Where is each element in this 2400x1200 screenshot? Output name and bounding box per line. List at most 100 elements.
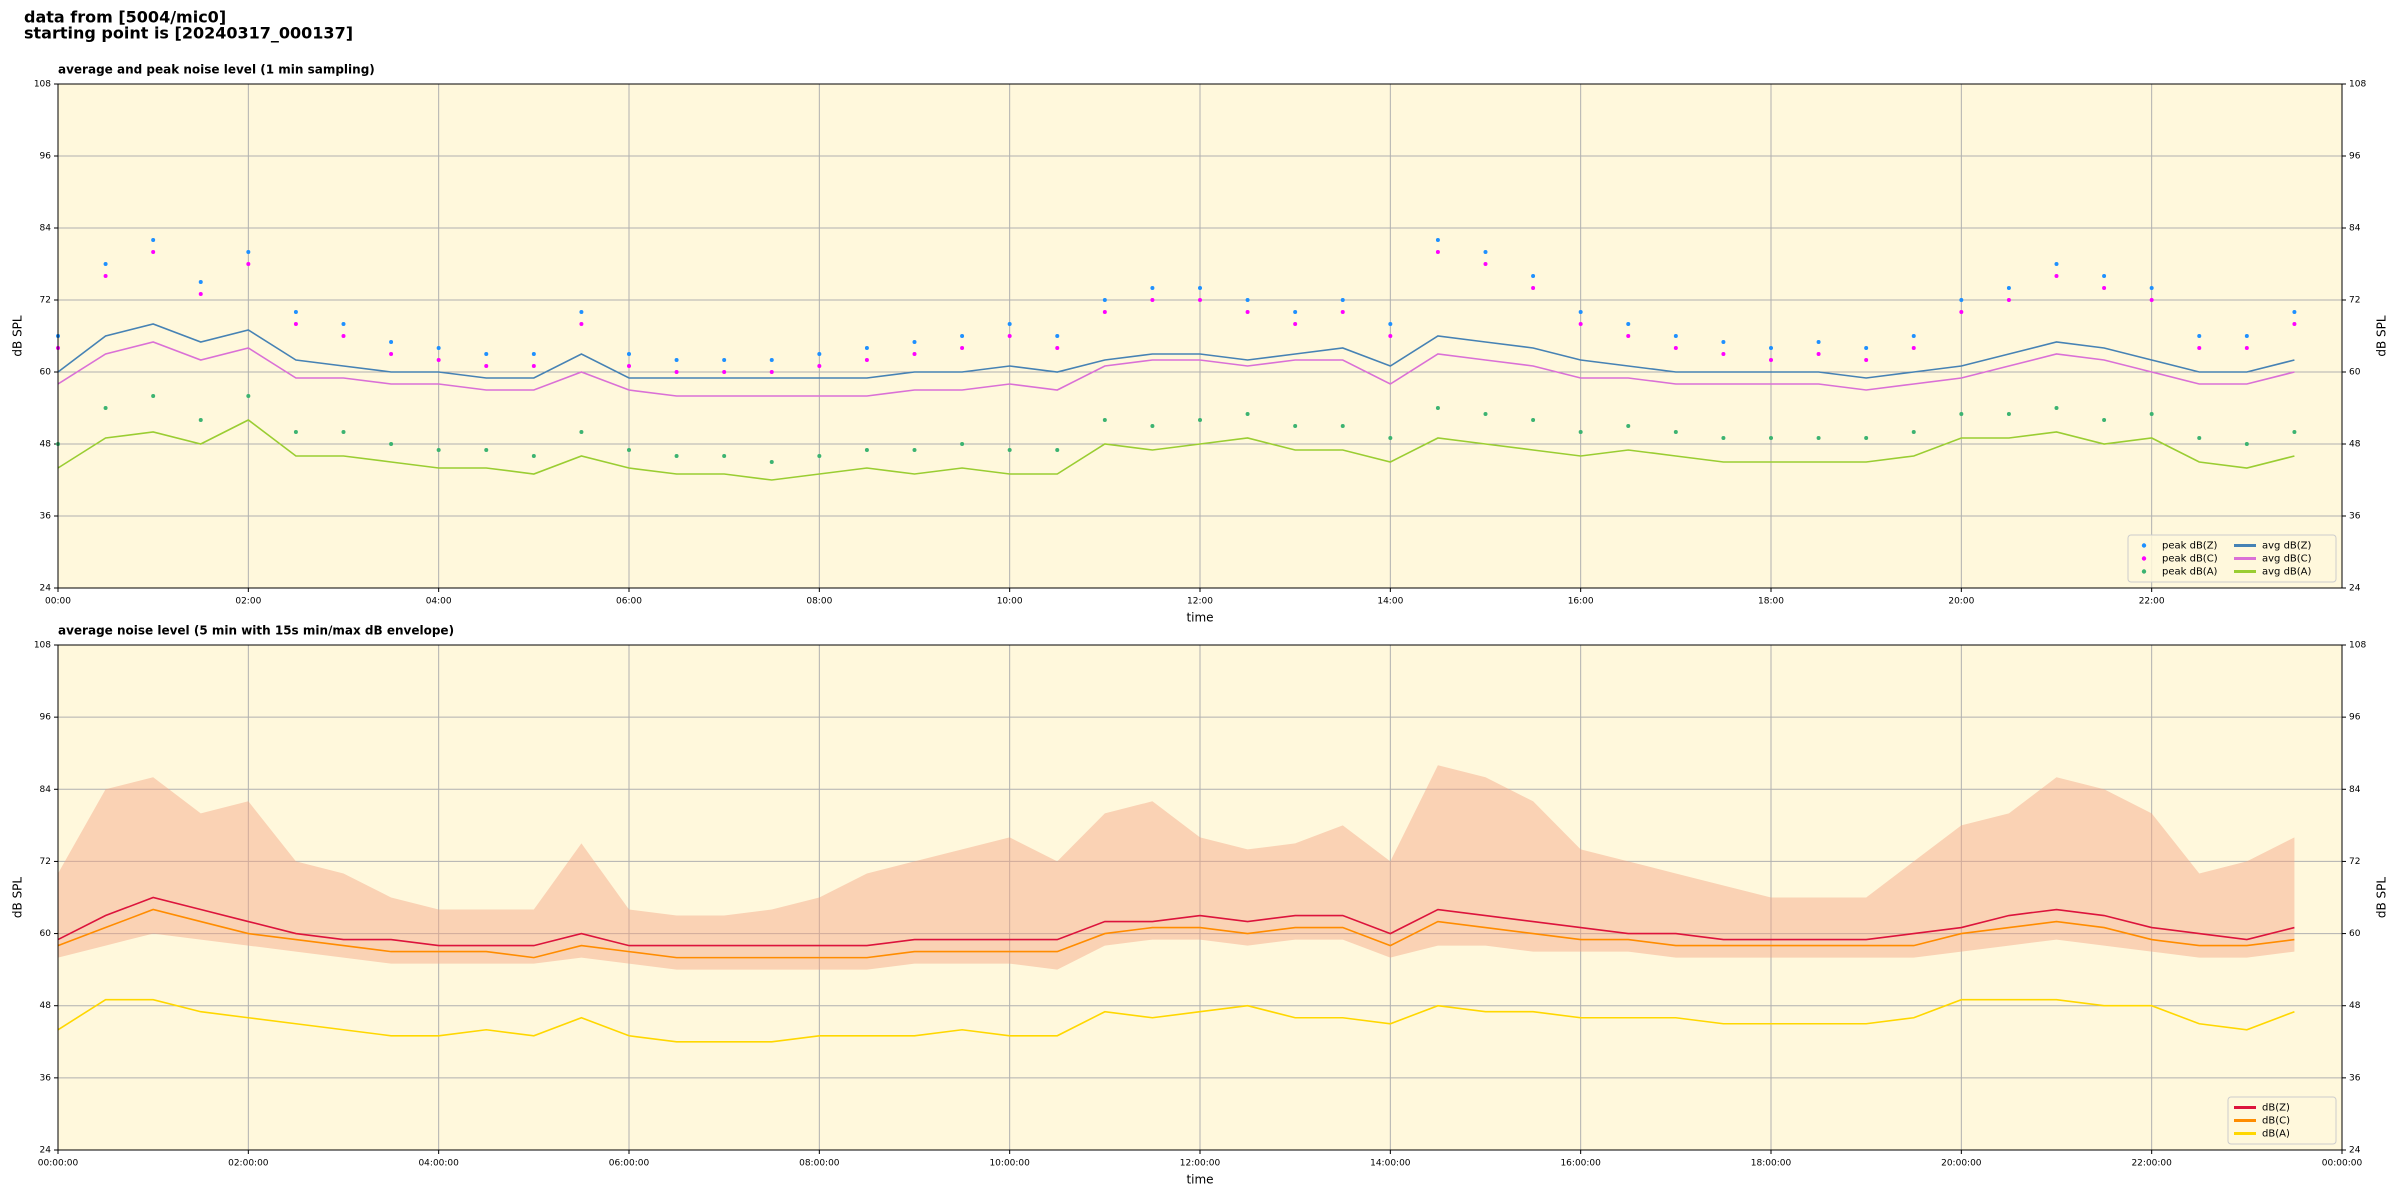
peak-point [103,406,108,410]
peak-point [1102,298,1107,302]
peak-point [389,442,394,446]
x-tick-label: 04:00:00 [418,1159,459,1169]
y-tick-label: 72 [2349,857,2360,867]
y-tick-label: 72 [2349,296,2360,306]
x-tick-label: 06:00:00 [609,1159,650,1169]
peak-point [1578,310,1583,314]
peak-point [674,454,679,458]
legend-label: avg dB(Z) [2262,541,2312,552]
x-tick-label: 22:00 [2139,597,2165,607]
y-tick-label: 36 [2349,1073,2361,1083]
header-line: starting point is [20240317_000137] [24,24,353,43]
peak-point [246,262,251,266]
plot-title: average noise level (5 min with 15s min/… [58,624,454,638]
peak-point [2006,412,2011,416]
x-tick-label: 08:00:00 [799,1159,840,1169]
x-tick-label: 14:00:00 [1370,1159,1411,1169]
peak-point [1435,250,1440,254]
plot-frame [57,644,2343,1151]
peak-point [2006,298,2011,302]
x-tick-label: 04:00 [426,597,452,607]
y-tick-label: 72 [40,857,51,867]
y-axis-label: dB SPL [11,315,25,357]
peak-point [1531,274,1536,278]
peak-point [1435,406,1440,410]
peak-point [1055,346,1060,350]
peak-point [1721,352,1726,356]
y-tick-label: 96 [40,713,52,723]
peak-point [722,454,727,458]
peak-point [1245,412,1250,416]
peak-point [960,346,965,350]
peak-point [2149,412,2154,416]
peak-point [1293,322,1298,326]
peak-point [769,460,774,464]
peak-point [1007,448,1012,452]
peak-point [769,370,774,374]
peak-point [1864,358,1869,362]
peak-point [1769,346,1773,350]
peak-point [1864,436,1869,440]
x-tick-label: 16:00 [1568,597,1594,607]
y-tick-label: 96 [40,152,52,162]
y-tick-label: 36 [40,1073,52,1083]
peak-point [1198,298,1202,302]
legend-label: peak dB(C) [2162,554,2218,565]
peak-point [1911,334,1916,338]
peak-point [1911,430,1916,434]
peak-point [817,364,822,368]
peak-point [864,358,869,362]
series-line [57,323,2295,379]
peak-point [817,454,822,458]
series-line [57,341,2295,397]
peak-point [246,394,251,398]
peak-point [1769,436,1773,440]
y-tick-label: 60 [40,929,52,939]
legend-label: peak dB(A) [2162,567,2218,578]
legend-label: avg dB(C) [2262,554,2312,565]
peak-point [2197,346,2202,350]
peak-point [1102,310,1107,314]
peak-point [722,370,727,374]
peak-point [2102,418,2107,422]
peak-point [1388,334,1393,338]
peak-point [2292,310,2297,314]
peak-point [1911,346,1916,350]
y-axis-label: dB SPL [2375,315,2389,357]
peak-point [389,352,394,356]
peak-point [2102,274,2107,278]
peak-point [531,352,536,356]
legend-label: dB(C) [2262,1116,2290,1127]
peak-point [2197,436,2202,440]
peak-point [1959,298,1964,302]
legend-label: peak dB(Z) [2162,541,2218,552]
legend-marker [2141,569,2147,574]
peak-point [1578,430,1583,434]
peak-point [1245,298,1250,302]
x-tick-label: 10:00:00 [989,1159,1030,1169]
peak-point [1435,238,1440,242]
peak-point [1245,310,1250,314]
peak-point [674,370,679,374]
peak-point [1483,250,1488,254]
peak-point [484,352,489,356]
x-tick-label: 06:00 [616,597,642,607]
x-tick-label: 12:00:00 [1180,1159,1221,1169]
peak-point [1769,358,1773,362]
y-tick-label: 108 [34,641,51,651]
y-axis-label: dB SPL [2375,877,2389,919]
peak-point [1864,346,1869,350]
peak-point [2006,286,2011,290]
x-tick-label: 20:00 [1948,597,1974,607]
peak-point [198,418,203,422]
peak-point [1150,286,1155,290]
peak-point [1388,436,1393,440]
legend-label: avg dB(A) [2262,567,2312,578]
peak-point [579,310,584,314]
peak-point [531,454,536,458]
x-axis-label: time [1186,611,1213,625]
peak-point [864,448,869,452]
peak-point [2054,406,2059,410]
peak-point [2197,334,2202,338]
y-tick-label: 108 [34,80,51,90]
